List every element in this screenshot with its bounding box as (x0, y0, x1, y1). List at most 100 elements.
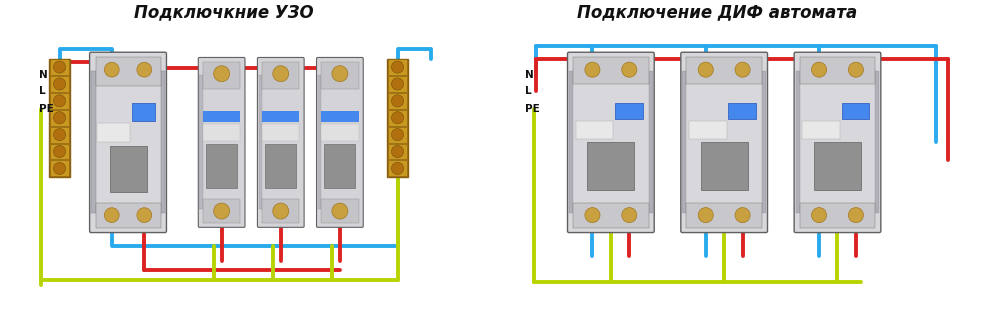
Bar (762, 71, 766, 213)
Bar (814, 142, 861, 190)
Bar (802, 121, 840, 139)
FancyBboxPatch shape (317, 58, 363, 227)
Circle shape (812, 62, 827, 77)
Bar (796, 71, 800, 213)
Circle shape (53, 145, 66, 158)
Text: L: L (525, 86, 531, 96)
Bar (50, 59, 69, 75)
Bar (388, 144, 407, 160)
Text: L: L (39, 86, 45, 96)
Bar (91, 71, 96, 213)
Bar (649, 71, 653, 213)
Bar (689, 121, 727, 139)
Bar (387, 59, 408, 177)
FancyBboxPatch shape (257, 58, 304, 227)
Bar (587, 142, 634, 190)
Circle shape (848, 62, 863, 77)
Text: PE: PE (525, 104, 539, 114)
Bar (388, 127, 407, 143)
Bar (50, 144, 69, 160)
Bar (50, 76, 69, 92)
Circle shape (104, 62, 119, 77)
Circle shape (735, 62, 750, 77)
Bar (259, 75, 262, 210)
Bar (132, 103, 155, 121)
Bar (576, 121, 613, 139)
Bar (50, 110, 69, 126)
Circle shape (53, 95, 66, 107)
Bar (875, 71, 879, 213)
Bar (110, 146, 147, 192)
Bar (262, 199, 299, 223)
Circle shape (391, 163, 404, 174)
Circle shape (698, 62, 713, 77)
Bar (701, 142, 748, 190)
Circle shape (391, 145, 404, 158)
Bar (199, 75, 203, 210)
Bar (50, 161, 69, 176)
Bar (569, 71, 573, 213)
Bar (686, 203, 762, 227)
Bar (573, 57, 649, 84)
Text: N: N (39, 71, 48, 80)
Bar (615, 103, 643, 119)
Bar (573, 203, 649, 227)
Bar (388, 76, 407, 92)
FancyBboxPatch shape (794, 52, 881, 233)
Bar (388, 93, 407, 109)
Bar (728, 103, 756, 119)
Circle shape (273, 66, 289, 82)
Circle shape (812, 208, 827, 223)
Bar (388, 161, 407, 176)
Bar (203, 62, 240, 89)
Bar (50, 93, 69, 109)
Circle shape (391, 61, 404, 73)
Circle shape (391, 95, 404, 107)
Circle shape (735, 208, 750, 223)
Circle shape (585, 62, 600, 77)
Bar (686, 57, 762, 84)
Circle shape (214, 203, 230, 219)
Bar (800, 57, 875, 84)
Bar (321, 111, 359, 122)
Bar (321, 199, 359, 223)
Circle shape (53, 78, 66, 90)
Circle shape (622, 62, 637, 77)
Circle shape (53, 61, 66, 73)
Circle shape (137, 208, 152, 222)
Bar (203, 124, 240, 141)
Bar (324, 144, 355, 188)
Circle shape (273, 203, 289, 219)
Text: Подключение ДИФ автомата: Подключение ДИФ автомата (577, 3, 857, 21)
Bar (96, 203, 161, 227)
Circle shape (698, 208, 713, 223)
Bar (262, 111, 299, 122)
Text: PE: PE (39, 104, 54, 114)
Bar (388, 110, 407, 126)
Bar (265, 144, 296, 188)
Text: Подключкние УЗО: Подключкние УЗО (134, 3, 314, 21)
Circle shape (53, 163, 66, 174)
Bar (203, 199, 240, 223)
Bar (262, 124, 299, 141)
Bar (203, 111, 240, 122)
FancyBboxPatch shape (681, 52, 768, 233)
Circle shape (53, 128, 66, 141)
Bar (318, 75, 321, 210)
Circle shape (585, 208, 600, 223)
Bar (50, 127, 69, 143)
FancyBboxPatch shape (567, 52, 654, 233)
Bar (321, 124, 359, 141)
Bar (161, 71, 165, 213)
Circle shape (332, 203, 348, 219)
Bar (262, 62, 299, 89)
Bar (321, 62, 359, 89)
Bar (206, 144, 237, 188)
Circle shape (332, 66, 348, 82)
Text: N: N (525, 71, 533, 80)
Bar (800, 203, 875, 227)
Circle shape (214, 66, 230, 82)
Circle shape (622, 208, 637, 223)
Circle shape (391, 128, 404, 141)
FancyBboxPatch shape (198, 58, 245, 227)
